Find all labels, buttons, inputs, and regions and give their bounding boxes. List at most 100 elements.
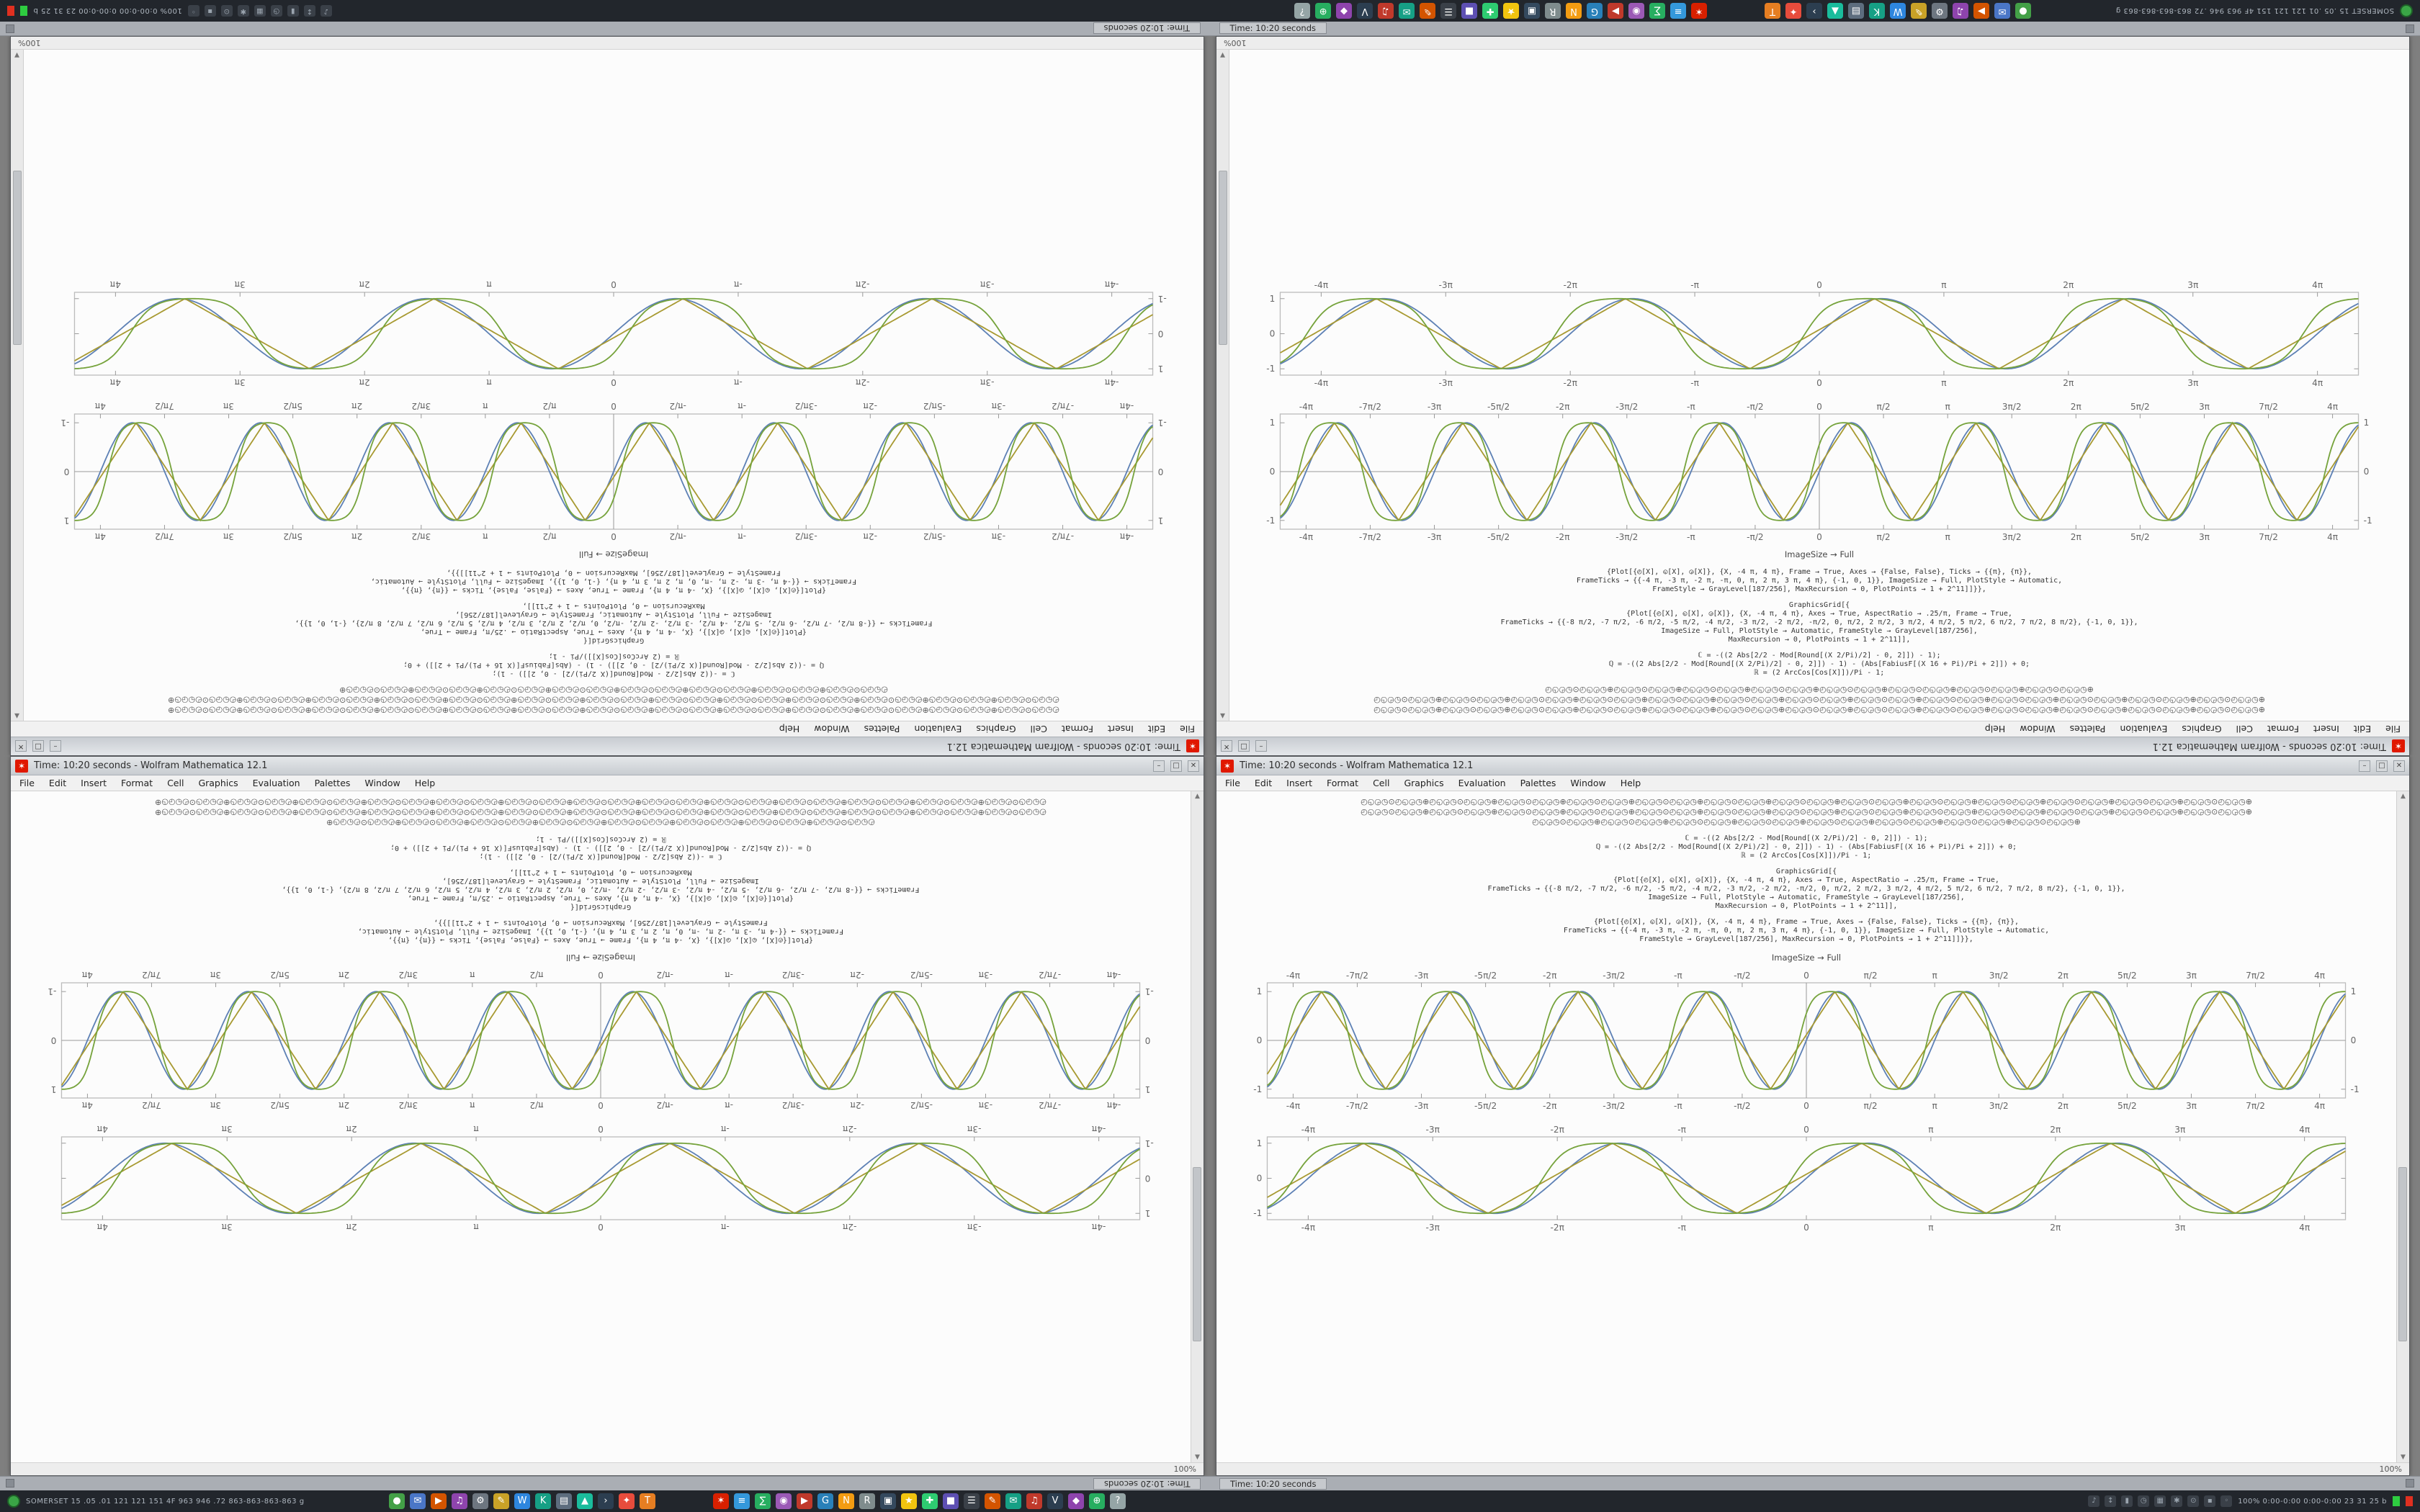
strip-corner-button-left[interactable] bbox=[6, 1479, 14, 1488]
taskbar-icon-vm[interactable]: V bbox=[1357, 3, 1373, 19]
taskbar-icon-paint[interactable]: ✦ bbox=[619, 1493, 635, 1509]
taskbar-icon-kde-app[interactable]: K bbox=[1869, 3, 1885, 19]
taskbar-icon-help-app[interactable]: ? bbox=[1294, 3, 1310, 19]
axes-plot-output-cell[interactable]: -4π -4π -7π/2 -7π/2 -3π -3π -5π/2 -5π/2 -2π -2π -3… bbox=[45, 400, 1182, 544]
menu-item-graphics[interactable]: Graphics bbox=[198, 778, 238, 788]
taskbar-icon-office[interactable]: T bbox=[1765, 3, 1780, 19]
tray-icon-cpu-meter[interactable]: ▦ bbox=[2154, 1495, 2166, 1507]
framed-plot-output-cell[interactable]: -4π -4π -3π -3π -2π -2π -π -π 0 0 π π 2π 2π 3π 3π 4π 4π 1 0… bbox=[45, 278, 1182, 390]
taskbar-icon-ide[interactable]: ■ bbox=[1461, 3, 1477, 19]
taskbar-icon-browser[interactable]: W bbox=[1890, 3, 1906, 19]
minimize-button[interactable]: – bbox=[2359, 760, 2370, 772]
menu-item-edit[interactable]: Edit bbox=[2353, 724, 2372, 734]
taskbar-icon-docs[interactable]: ≡ bbox=[734, 1493, 750, 1509]
menu-item-file[interactable]: File bbox=[19, 778, 35, 788]
tray-icon-network[interactable]: ↕ bbox=[303, 5, 315, 17]
taskbar-icon-plus-app[interactable]: ✚ bbox=[922, 1493, 938, 1509]
system-menu-icon[interactable] bbox=[2400, 4, 2413, 17]
menu-item-edit[interactable]: Edit bbox=[48, 778, 67, 788]
menu-item-help[interactable]: Help bbox=[779, 724, 800, 734]
close-button[interactable]: ✕ bbox=[15, 740, 27, 752]
input-code-cell[interactable]: GraphicsGrid[{{Plot[{◴[X], ◵[X], ◶[X]}, … bbox=[1487, 868, 2125, 910]
strip-corner-button-left[interactable] bbox=[2406, 24, 2414, 33]
taskbar-icon-media-play[interactable]: ▶ bbox=[431, 1493, 447, 1509]
taskbar-icon-files[interactable]: ▤ bbox=[556, 1493, 572, 1509]
menu-item-evaluation[interactable]: Evaluation bbox=[252, 778, 300, 788]
taskbar-icon-office[interactable]: T bbox=[640, 1493, 655, 1509]
taskbar-icon-draw[interactable]: ✎ bbox=[1420, 3, 1435, 19]
taskbar-icon-wolfram[interactable]: ✶ bbox=[713, 1493, 729, 1509]
taskbar-icon-mailer[interactable]: ✉ bbox=[1005, 1493, 1021, 1509]
taskbar-icon-archive[interactable]: ▣ bbox=[880, 1493, 896, 1509]
taskbar-icon-green-orb[interactable]: ● bbox=[2015, 3, 2031, 19]
tray-icon-volume[interactable]: ♪ bbox=[320, 5, 332, 17]
clock-symbol-row-cell[interactable]: ◴◵◶◷⊙◴◵◶◷⊕◴◵◶◷⊙◴◵◶◷⊕◴◵◶◷⊙◴◵◶◷⊕◴◵◶◷⊙◴◵◶◷⊕… bbox=[1373, 705, 2265, 714]
taskbar-icon-video[interactable]: ▶ bbox=[797, 1493, 812, 1509]
taskbar-icon-calc[interactable]: ∑ bbox=[1649, 3, 1665, 19]
tray-icon-session[interactable]: ⊙ bbox=[2187, 1495, 2200, 1507]
taskbar-icon-editor[interactable]: ✎ bbox=[493, 1493, 509, 1509]
axes-plot-output-cell[interactable]: -4π -4π -7π/2 -7π/2 -3π -3π -5π/2 -5π/2 -2π -2π -3… bbox=[1251, 400, 2388, 544]
maximize-button[interactable]: □ bbox=[2376, 760, 2388, 772]
vertical-scrollbar[interactable]: ▲ ▼ bbox=[11, 50, 24, 721]
menu-item-evaluation[interactable]: Evaluation bbox=[914, 724, 962, 734]
tray-icon-battery[interactable]: ▮ bbox=[287, 5, 299, 17]
menu-item-file[interactable]: File bbox=[2385, 724, 2401, 734]
input-code-cell[interactable]: GraphicsGrid[{{Plot[{◴[X], ◵[X], ◶[X]}, … bbox=[282, 868, 920, 911]
clock-symbol-row-cell[interactable]: ◴◵◶◷⊙◴◵◶◷⊕◴◵◶◷⊙◴◵◶◷⊕◴◵◶◷⊙◴◵◶◷⊕◴◵◶◷⊙◴◵◶◷⊕… bbox=[1361, 807, 2252, 816]
tray-icon-volume[interactable]: ♪ bbox=[2088, 1495, 2100, 1507]
taskbar-icon-db[interactable]: ◆ bbox=[1068, 1493, 1084, 1509]
strip-corner-button-right[interactable] bbox=[6, 24, 14, 33]
taskbar-icon-settings[interactable]: ⚙ bbox=[1932, 3, 1948, 19]
clock-symbol-row-cell[interactable]: ◴◵◶◷⊙◴◵◶◷⊕◴◵◶◷⊙◴◵◶◷⊕◴◵◶◷⊙◴◵◶◷⊕◴◵◶◷⊙◴◵◶◷⊕… bbox=[339, 685, 888, 695]
input-code-cell[interactable]: ℂ = -((2 Abs[2/2 - Mod[Round[(X 2/Pi)/2]… bbox=[1596, 834, 2017, 860]
menu-item-window[interactable]: Window bbox=[364, 778, 400, 788]
strip-corner-button-right[interactable] bbox=[2406, 1479, 2414, 1488]
scroll-down-arrow[interactable]: ▼ bbox=[2401, 1454, 2406, 1461]
menu-item-window[interactable]: Window bbox=[814, 724, 850, 734]
scroll-up-arrow[interactable]: ▲ bbox=[14, 712, 19, 719]
input-code-cell[interactable]: {Plot[{◴[X], ◵[X], ◶[X]}, {X, -4 π, 4 π}… bbox=[370, 569, 857, 594]
taskbar-icon-green-orb[interactable]: ● bbox=[389, 1493, 405, 1509]
tray-icon-notifications[interactable]: ✱ bbox=[237, 5, 249, 17]
framed-plot-output-cell[interactable]: -4π -4π -3π -3π -2π -2π -π -π 0 0 π π 2π 2π 3π 3π 4π 4π 1 0… bbox=[1251, 278, 2388, 390]
tray-icon-network[interactable]: ↕ bbox=[2105, 1495, 2117, 1507]
menu-item-help[interactable]: Help bbox=[1620, 778, 1641, 788]
scrollbar-thumb[interactable] bbox=[1219, 170, 1227, 346]
taskbar-icon-settings[interactable]: ⚙ bbox=[472, 1493, 488, 1509]
menu-item-window[interactable]: Window bbox=[1570, 778, 1606, 788]
input-code-cell[interactable]: GraphicsGrid[{{Plot[{◴[X], ◵[X], ◶[X]}, … bbox=[1500, 601, 2138, 644]
close-button[interactable]: ✕ bbox=[1221, 740, 1232, 752]
window-title-bar[interactable]: ✶ Time: 10:20 seconds - Wolfram Mathemat… bbox=[11, 757, 1204, 775]
taskbar-icon-kde-app[interactable]: K bbox=[535, 1493, 551, 1509]
clock-symbol-row-cell[interactable]: ◴◵◶◷⊙◴◵◶◷⊕◴◵◶◷⊙◴◵◶◷⊕◴◵◶◷⊙◴◵◶◷⊕◴◵◶◷⊙◴◵◶◷⊕… bbox=[168, 706, 1059, 715]
taskbar-icon-mono-term[interactable]: ☰ bbox=[964, 1493, 980, 1509]
menu-item-palettes[interactable]: Palettes bbox=[1520, 778, 1556, 788]
menu-item-format[interactable]: Format bbox=[2267, 724, 2299, 734]
taskbar-icon-sync[interactable]: ⊕ bbox=[1315, 3, 1331, 19]
menu-item-cell[interactable]: Cell bbox=[1030, 724, 1047, 734]
menu-item-file[interactable]: File bbox=[1180, 724, 1195, 734]
menu-item-evaluation[interactable]: Evaluation bbox=[1458, 778, 1506, 788]
taskbar-icon-mailer[interactable]: ✉ bbox=[1399, 3, 1415, 19]
tray-icon-clock[interactable]: ◷ bbox=[270, 5, 282, 17]
maximize-button[interactable]: □ bbox=[1170, 760, 1182, 772]
taskbar-icon-reader[interactable]: R bbox=[859, 1493, 875, 1509]
input-code-cell[interactable]: ℂ = -((2 Abs[2/2 - Mod[Round[(X 2/Pi)/2]… bbox=[1609, 652, 2030, 677]
menu-item-graphics[interactable]: Graphics bbox=[2182, 724, 2222, 734]
taskbar-icon-mail[interactable]: ✉ bbox=[410, 1493, 426, 1509]
clock-symbol-row-cell[interactable]: ◴◵◶◷⊙◴◵◶◷⊕◴◵◶◷⊙◴◵◶◷⊕◴◵◶◷⊙◴◵◶◷⊕◴◵◶◷⊙◴◵◶◷⊕… bbox=[168, 696, 1059, 705]
tray-icon-cpu-meter[interactable]: ▦ bbox=[254, 5, 266, 17]
clock-symbol-row-cell[interactable]: ◴◵◶◷⊙◴◵◶◷⊕◴◵◶◷⊙◴◵◶◷⊕◴◵◶◷⊙◴◵◶◷⊕◴◵◶◷⊙◴◵◶◷⊕… bbox=[1361, 797, 2252, 806]
menu-item-insert[interactable]: Insert bbox=[1108, 724, 1134, 734]
taskbar-icon-sync[interactable]: ⊕ bbox=[1089, 1493, 1105, 1509]
input-code-cell[interactable]: {Plot[{◴[X], ◵[X], ◶[X]}, {X, -4 π, 4 π}… bbox=[1563, 918, 2050, 943]
taskbar-icon-docs[interactable]: ≡ bbox=[1670, 3, 1686, 19]
taskbar-icon-browser[interactable]: W bbox=[514, 1493, 530, 1509]
menu-item-graphics[interactable]: Graphics bbox=[976, 724, 1016, 734]
taskbar-icon-help-app[interactable]: ? bbox=[1110, 1493, 1126, 1509]
taskbar-icon-calc[interactable]: ∑ bbox=[755, 1493, 771, 1509]
menu-item-evaluation[interactable]: Evaluation bbox=[2120, 724, 2168, 734]
taskbar-icon-terminal[interactable]: › bbox=[598, 1493, 614, 1509]
menu-item-cell[interactable]: Cell bbox=[2236, 724, 2253, 734]
